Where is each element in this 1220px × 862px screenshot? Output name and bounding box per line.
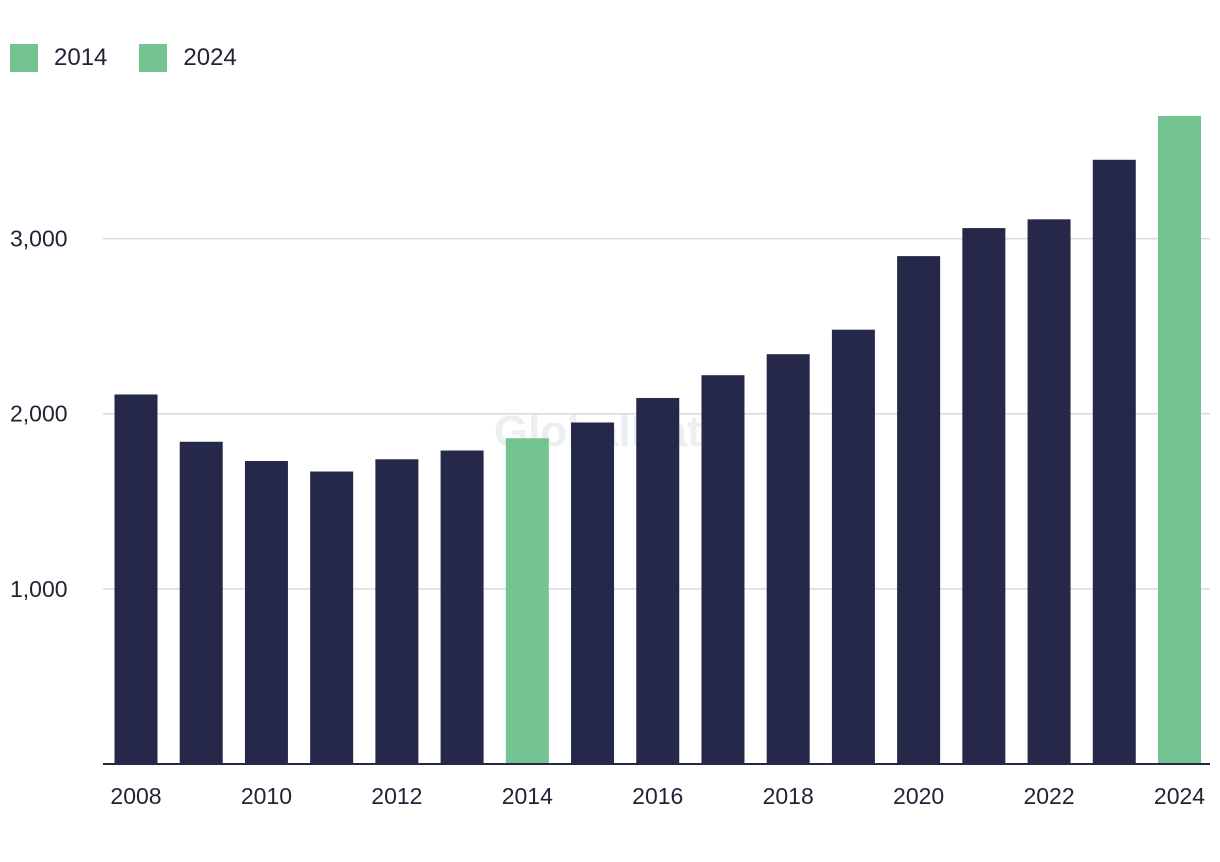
x-tick-label: 2008 [110, 783, 161, 809]
y-tick-label: 2,000 [10, 401, 68, 427]
x-tick-label: 2010 [241, 783, 292, 809]
x-tick-label: 2020 [893, 783, 944, 809]
bar-2017[interactable] [701, 375, 745, 764]
y-axis-ticks: 1,000 2,000 3,000 [10, 226, 68, 602]
bar-2016[interactable] [636, 397, 680, 764]
x-tick-label: 2018 [763, 783, 814, 809]
bar-2011[interactable] [310, 471, 354, 764]
y-tick-label: 1,000 [10, 576, 68, 602]
bar-2010[interactable] [244, 461, 288, 764]
x-tick-label: 2016 [632, 783, 683, 809]
legend-label-2014: 2014 [54, 44, 108, 71]
bar-2022[interactable] [1027, 219, 1071, 765]
legend-swatch-2014 [10, 44, 38, 72]
bar-2012[interactable] [375, 459, 419, 764]
bar-2023[interactable] [1092, 159, 1136, 764]
bar-2019[interactable] [831, 329, 875, 764]
x-tick-label: 2012 [371, 783, 422, 809]
y-tick-label: 3,000 [10, 226, 68, 252]
bar-2015[interactable] [571, 422, 615, 764]
bars [114, 116, 1201, 765]
bar-2020[interactable] [897, 256, 941, 764]
x-axis-ticks: 2008 2010 2012 2014 2016 2018 2020 2022 2024 [110, 783, 1205, 809]
x-tick-label: 2024 [1154, 783, 1205, 809]
bar-2018[interactable] [766, 354, 810, 764]
legend-item-2024[interactable]: 2024 [139, 44, 237, 72]
legend: 2014 2024 [10, 44, 237, 72]
bar-2014[interactable] [505, 438, 549, 764]
bar-2013[interactable] [440, 450, 484, 764]
bar-2024[interactable] [1158, 116, 1201, 764]
x-tick-label: 2022 [1023, 783, 1074, 809]
bar-2009[interactable] [179, 441, 223, 764]
legend-label-2024: 2024 [183, 44, 237, 71]
bar-2021[interactable] [962, 228, 1006, 764]
legend-swatch-2024 [139, 44, 168, 72]
x-tick-label: 2014 [502, 783, 553, 809]
bar-2008[interactable] [114, 394, 158, 764]
legend-item-2014[interactable]: 2014 [10, 44, 107, 72]
